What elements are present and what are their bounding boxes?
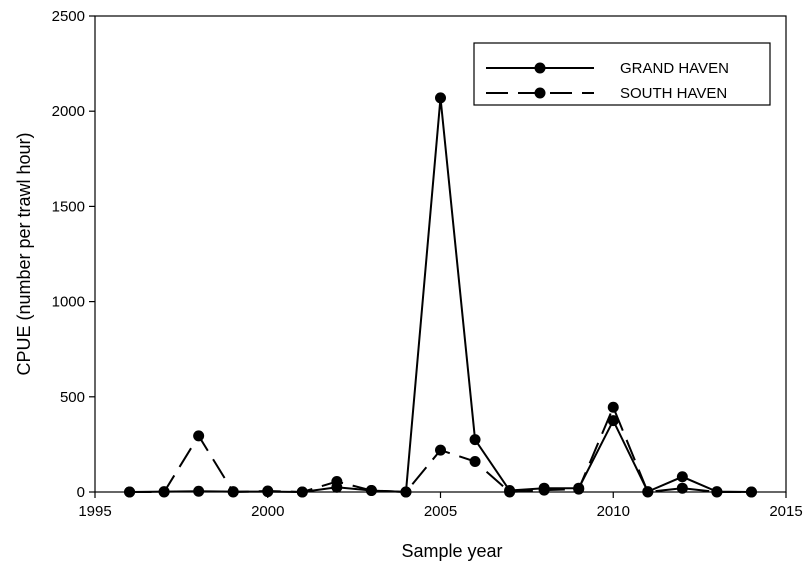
data-point-south-haven <box>435 444 446 456</box>
legend-swatch-marker <box>534 87 546 99</box>
y-tick-label: 1500 <box>52 198 85 215</box>
y-tick-label: 0 <box>77 484 85 501</box>
data-point-south-haven <box>745 486 757 498</box>
x-tick-label: 1995 <box>78 503 111 520</box>
data-point-grand-haven <box>676 471 688 483</box>
data-point-south-haven <box>365 484 377 496</box>
data-point-grand-haven <box>435 92 446 104</box>
data-point-grand-haven <box>607 415 619 427</box>
data-point-south-haven <box>331 476 343 488</box>
x-tick-label: 2010 <box>597 503 630 520</box>
legend: GRAND HAVEN SOUTH HAVEN <box>473 42 771 106</box>
y-tick-label: 2000 <box>52 103 85 120</box>
plot-axes: 1995 2000 2005 2010 2015 0 500 1000 1500 2000 2500 <box>52 8 803 520</box>
data-point-south-haven <box>573 483 585 495</box>
series-layer <box>124 92 757 498</box>
data-point-south-haven <box>469 456 481 468</box>
legend-swatch-marker <box>534 62 546 74</box>
data-point-grand-haven <box>193 485 205 497</box>
data-point-south-haven <box>642 486 654 498</box>
data-point-south-haven <box>193 430 205 442</box>
data-point-grand-haven <box>469 434 481 446</box>
y-tick-label: 2500 <box>52 8 85 25</box>
y-tick-label: 1000 <box>52 294 85 311</box>
legend-label: GRAND HAVEN <box>620 60 729 77</box>
x-axis-title: Sample year <box>401 541 502 561</box>
y-tick-label: 500 <box>60 389 85 406</box>
data-point-south-haven <box>262 485 274 497</box>
legend-box <box>473 42 771 106</box>
data-point-south-haven <box>711 486 723 498</box>
data-point-south-haven <box>676 482 688 494</box>
data-point-south-haven <box>607 401 619 413</box>
data-point-south-haven <box>227 486 239 498</box>
y-axis-title: CPUE (number per trawl hour) <box>14 132 34 375</box>
data-point-south-haven <box>400 486 412 498</box>
legend-label: SOUTH HAVEN <box>620 85 727 102</box>
series-line-grand-haven <box>129 97 752 494</box>
data-point-south-haven <box>296 486 308 498</box>
data-point-south-haven <box>504 486 516 498</box>
data-point-south-haven <box>124 486 136 498</box>
x-tick-label: 2000 <box>251 503 284 520</box>
data-point-south-haven <box>158 486 170 498</box>
x-tick-label: 2005 <box>424 503 457 520</box>
data-point-south-haven <box>538 484 550 496</box>
x-tick-label: 2015 <box>769 503 802 520</box>
